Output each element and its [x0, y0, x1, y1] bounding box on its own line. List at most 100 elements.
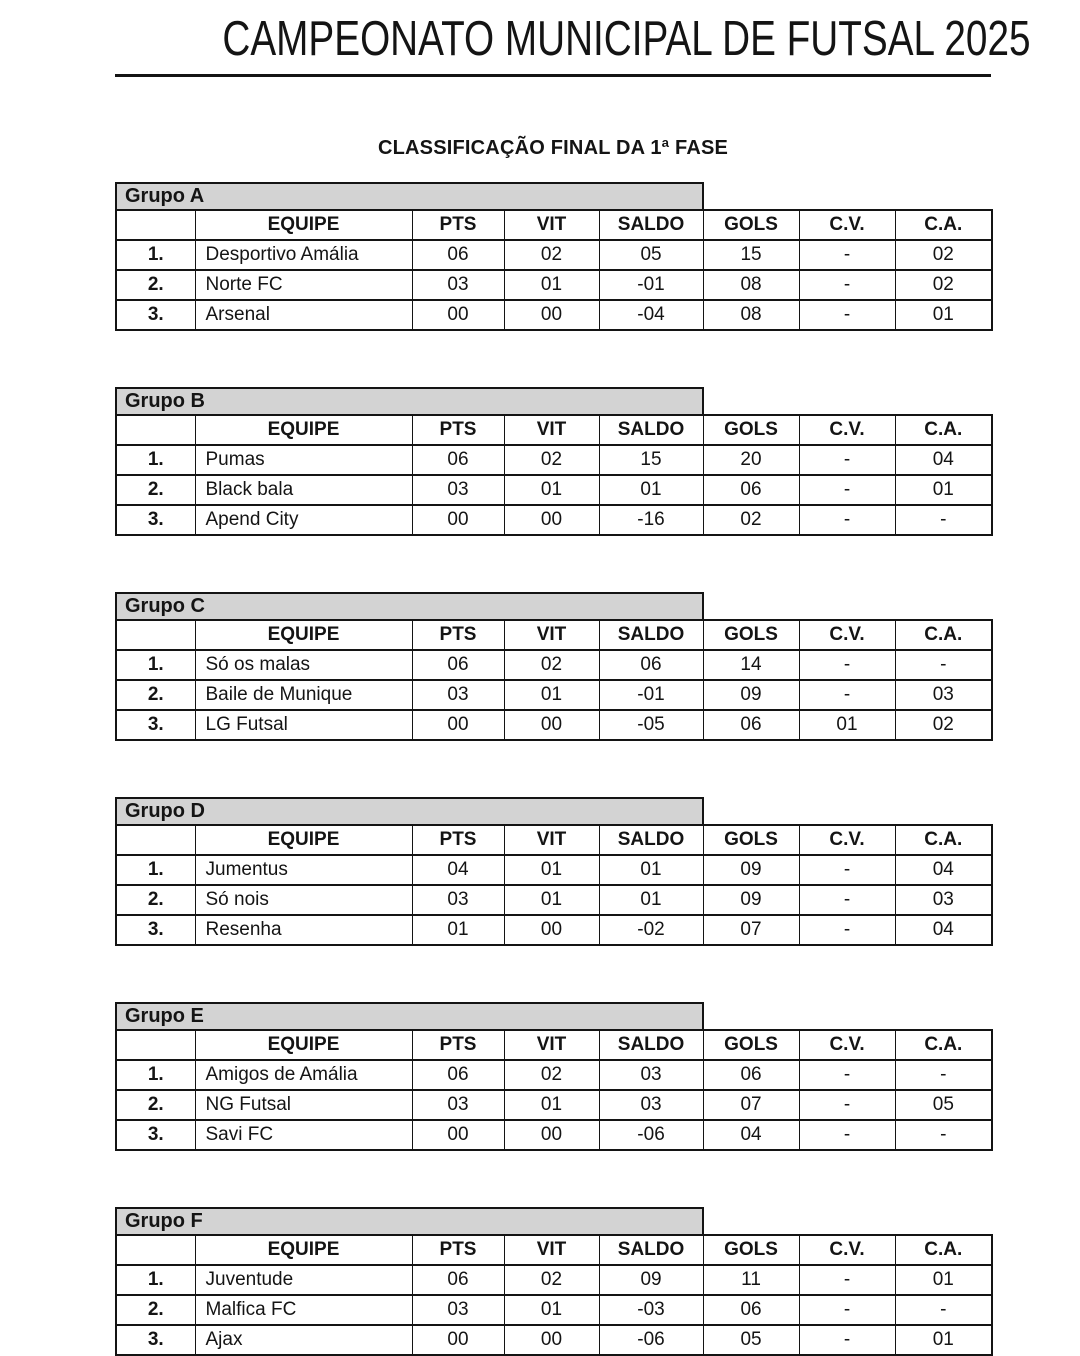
cell-pts: 06 [411, 1264, 505, 1296]
table-row: 3. LG Futsal 00 00 -05 06 01 02 [115, 709, 994, 741]
cell-ca: 04 [894, 914, 994, 946]
cell-pts: 03 [411, 679, 505, 711]
header-vit: VIT [503, 824, 600, 856]
page-header: CAMPEONATO MUNICIPAL DE FUTSAL 2025 CLAS… [115, 0, 1031, 160]
cell-saldo: 03 [598, 1059, 704, 1091]
table-row: 1. Jumentus 04 01 01 09 - 04 [115, 854, 994, 886]
column-header-row: EQUIPE PTS VIT SALDO GOLS C.V. C.A. [115, 414, 994, 446]
column-header-row: EQUIPE PTS VIT SALDO GOLS C.V. C.A. [115, 1029, 994, 1061]
cell-pts: 00 [411, 1119, 505, 1151]
group-bar-spacer [703, 388, 992, 415]
cell-position: 3. [115, 914, 196, 946]
cell-pts: 01 [411, 914, 505, 946]
groups-container: Grupo A EQUIPE PTS VIT SALDO GOLS C.V. C… [114, 182, 994, 1356]
group-title: Grupo A [114, 182, 705, 211]
header-vit: VIT [503, 1029, 600, 1061]
cell-saldo: -06 [598, 1119, 704, 1151]
cell-ca: - [894, 1294, 994, 1326]
cell-gols: 11 [702, 1264, 800, 1296]
header-saldo: SALDO [598, 1029, 704, 1061]
header-saldo: SALDO [598, 824, 704, 856]
cell-saldo: -16 [598, 504, 704, 536]
cell-gols: 04 [702, 1119, 800, 1151]
group-table-section: Grupo F EQUIPE PTS VIT SALDO GOLS C.V. C… [114, 1207, 994, 1356]
cell-equipe: Malfica FC [194, 1294, 413, 1326]
header-position [115, 619, 196, 651]
cell-position: 2. [115, 474, 196, 506]
cell-cv: - [798, 649, 896, 681]
title-underline [115, 74, 991, 77]
header-cv: C.V. [798, 824, 896, 856]
cell-position: 3. [115, 709, 196, 741]
cell-equipe: Desportivo Amália [194, 239, 413, 271]
cell-vit: 00 [503, 1119, 600, 1151]
header-position [115, 824, 196, 856]
group-title: Grupo B [115, 387, 704, 416]
cell-position: 2. [115, 1294, 196, 1326]
cell-cv: - [798, 1294, 896, 1326]
header-gols: GOLS [702, 824, 800, 856]
cell-gols: 09 [702, 884, 800, 916]
cell-vit: 00 [503, 504, 600, 536]
group-title: Grupo D [115, 797, 704, 826]
cell-saldo: -05 [598, 709, 704, 741]
cell-gols: 06 [702, 1059, 800, 1091]
cell-cv: - [798, 474, 896, 506]
cell-gols: 15 [702, 239, 800, 271]
header-cv: C.V. [798, 1234, 896, 1266]
header-saldo: SALDO [598, 209, 704, 241]
cell-position: 1. [115, 649, 196, 681]
table-row: 1. Juventude 06 02 09 11 - 01 [115, 1264, 994, 1296]
cell-equipe: NG Futsal [194, 1089, 413, 1121]
cell-saldo: 01 [598, 884, 704, 916]
group-table: Grupo E EQUIPE PTS VIT SALDO GOLS C.V. C… [114, 1002, 994, 1151]
cell-vit: 01 [503, 884, 600, 916]
cell-cv: - [798, 884, 896, 916]
page-title: CAMPEONATO MUNICIPAL DE FUTSAL 2025 [115, 0, 1030, 69]
cell-vit: 00 [503, 1324, 600, 1356]
header-equipe: EQUIPE [194, 619, 413, 651]
cell-saldo: -06 [598, 1324, 704, 1356]
cell-position: 3. [115, 1324, 196, 1356]
header-saldo: SALDO [598, 619, 704, 651]
group-table-section: Grupo E EQUIPE PTS VIT SALDO GOLS C.V. C… [114, 1002, 994, 1151]
header-gols: GOLS [702, 1234, 800, 1266]
cell-vit: 01 [503, 474, 600, 506]
cell-gols: 06 [702, 474, 800, 506]
cell-equipe: Jumentus [194, 854, 413, 886]
cell-cv: - [798, 504, 896, 536]
cell-saldo: 03 [598, 1089, 704, 1121]
cell-vit: 02 [503, 649, 600, 681]
header-cv: C.V. [798, 619, 896, 651]
cell-vit: 02 [503, 1264, 600, 1296]
cell-cv: - [798, 444, 896, 476]
header-cv: C.V. [798, 209, 896, 241]
cell-vit: 01 [503, 679, 600, 711]
cell-equipe: Só nois [194, 884, 413, 916]
cell-vit: 00 [503, 709, 600, 741]
cell-ca: 01 [894, 1264, 994, 1296]
table-row: 2. Malfica FC 03 01 -03 06 - - [115, 1294, 994, 1326]
group-title-bar: Grupo E [114, 1002, 992, 1031]
table-row: 2. NG Futsal 03 01 03 07 - 05 [115, 1089, 994, 1121]
header-vit: VIT [503, 1234, 600, 1266]
cell-equipe: Amigos de Amália [194, 1059, 413, 1091]
cell-ca: 01 [894, 474, 994, 506]
cell-gols: 02 [702, 504, 800, 536]
cell-pts: 00 [411, 1324, 505, 1356]
group-title: Grupo C [115, 592, 704, 621]
header-ca: C.A. [894, 824, 994, 856]
cell-saldo: -03 [598, 1294, 704, 1326]
cell-gols: 09 [702, 679, 800, 711]
header-position [115, 1234, 196, 1266]
cell-equipe: Apend City [194, 504, 413, 536]
cell-vit: 00 [503, 299, 600, 331]
column-header-row: EQUIPE PTS VIT SALDO GOLS C.V. C.A. [115, 619, 994, 651]
table-row: 2. Black bala 03 01 01 06 - 01 [115, 474, 994, 506]
cell-pts: 06 [411, 1059, 505, 1091]
header-equipe: EQUIPE [194, 414, 413, 446]
cell-pts: 00 [411, 504, 505, 536]
cell-ca: - [894, 1059, 994, 1091]
cell-pts: 03 [411, 884, 505, 916]
group-title-bar: Grupo B [115, 387, 992, 416]
